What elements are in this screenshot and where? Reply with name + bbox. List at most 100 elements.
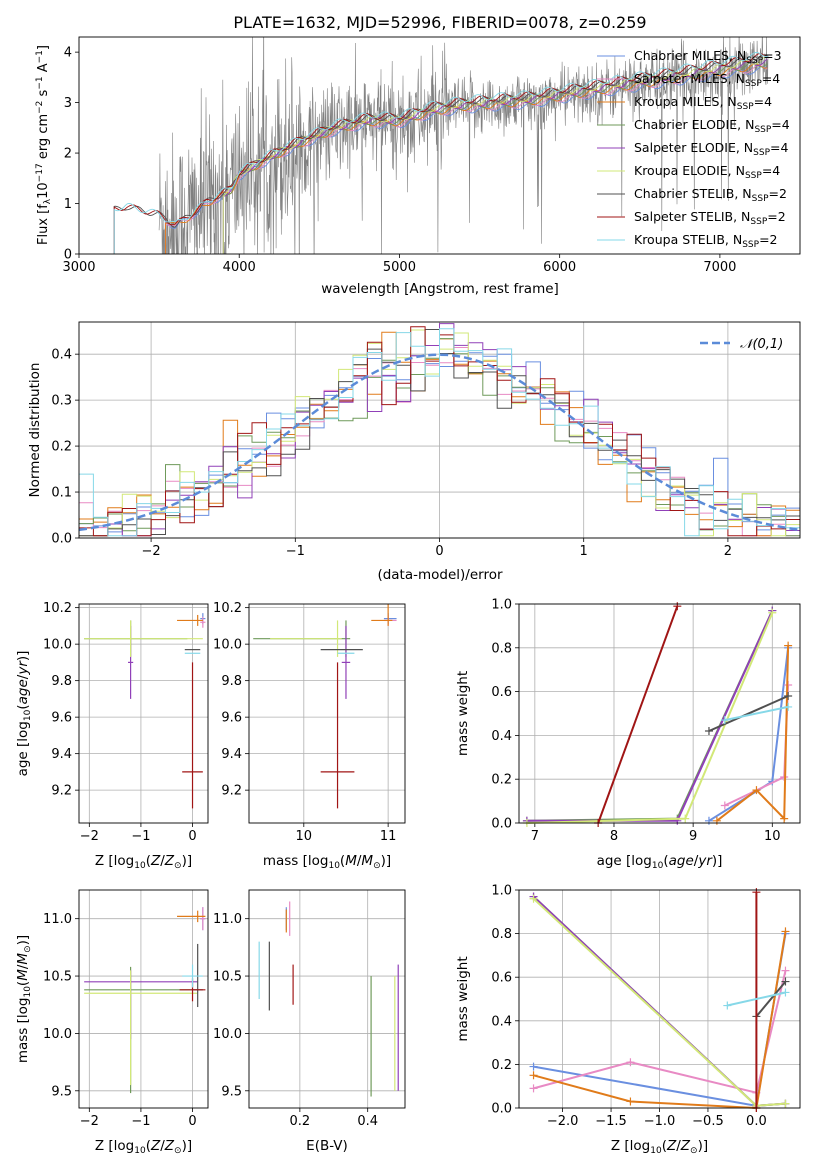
mass_weight_vs_age-marker-6-1 [784, 691, 793, 700]
mass_weight_vs_Z-ytick-label-3: 0.6 [491, 971, 512, 986]
spectrum-ytick-label-0: 0 [64, 248, 72, 263]
mass_weight_vs_age-ytick-label-4: 0.8 [491, 641, 512, 656]
mass_weight_vs_Z-line-6 [755, 980, 787, 1018]
age_vs_mass-xtick-label-1: 11 [380, 829, 397, 844]
age_vs_Z-xtick-label-0: −2 [80, 829, 99, 844]
residual-hist-8 [79, 328, 800, 537]
spectrum-ytick-label-1: 1 [64, 197, 72, 212]
age_vs_mass-xlabel: mass [log10(M/M⊙)] [263, 853, 391, 871]
age_vs_Z-xtick-label-2: 0 [188, 829, 196, 844]
mass_weight_vs_Z-marker-2-0 [529, 1071, 538, 1080]
mass_weight_vs_Z-marker-8-0 [723, 1001, 732, 1010]
age_vs_Z-points [84, 613, 206, 809]
age_vs_mass-points [253, 604, 397, 809]
spectrum-legend: Chabrier MILES, NSSP=3 Salpeter MILES, NS… [597, 48, 790, 250]
residuals-ytick-label-3: 0.3 [51, 394, 72, 409]
mass_vs_ebv-xtick-label-1: 0.4 [357, 1114, 378, 1129]
mass_vs_ebv-ytick-label-2: 10.5 [213, 970, 242, 985]
mass_weight_vs_Z-xtick-label-1: −1.5 [595, 1114, 627, 1129]
mass_weight_vs_Z-series [529, 888, 790, 1112]
mass_weight_vs_Z-marker-1-1 [626, 1058, 635, 1067]
mass_weight_vs_age-marker-6-0 [704, 727, 713, 736]
mass_weight_vs_Z-marker-2-1 [626, 1097, 635, 1106]
mass_weight_vs_age-ytick-label-1: 0.2 [491, 773, 512, 788]
spectrum-ytick-label-3: 3 [64, 96, 72, 111]
mass_weight_vs_age-ytick-label-3: 0.6 [491, 685, 512, 700]
age_vs_mass-ytick-label-5: 10.2 [213, 601, 242, 616]
age_vs_mass-ytick-label-2: 9.6 [221, 711, 242, 726]
mass_weight_vs_age-xtick-label-0: 7 [531, 829, 539, 844]
residuals-ytick-label-4: 0.4 [51, 348, 72, 363]
mass_weight_vs_age-line-7 [597, 605, 679, 824]
mass_vs_Z-ylabel: mass [log10(M/M⊙)] [15, 935, 33, 1063]
mass_weight_vs_age-marker-5-2 [768, 608, 777, 617]
mass_weight_vs_age-marker-7-1 [673, 602, 682, 611]
mass_weight_vs_age-line-2 [716, 645, 790, 822]
mass_weight_vs_age-line-6 [708, 695, 789, 732]
mass_weight_vs_Z-axes: −2.0 −1.5 −1.0 −0.5 0.0 0.0 0.2 0.4 0.6 0.8 1.0 [491, 884, 800, 1129]
mass_weight_vs_age-line-4 [526, 610, 774, 822]
mass_weight_vs_age-marker-8-0 [720, 716, 729, 725]
mass_weight_vs_Z-ytick-label-0: 0.0 [491, 1102, 512, 1117]
residuals-xtick-label-0: −2 [142, 544, 161, 559]
age_vs_mass-ytick-label-0: 9.2 [221, 784, 242, 799]
figure-title: PLATE=1632, MJD=52996, FIBERID=0078, z=0… [233, 13, 646, 32]
mass_vs_Z-xtick-label-2: 0 [188, 1114, 196, 1129]
residuals-ylabel: Normed distribution [27, 363, 43, 498]
age_vs_Z-axes: −2 −1 0 9.2 9.4 9.6 9.8 10.0 10.2 [43, 601, 208, 844]
residuals-ytick-label-0: 0.0 [51, 532, 72, 547]
residuals-xlabel: (data-model)/error [377, 567, 503, 583]
legend-label-7: Salpeter STELIB, NSSP=2 [634, 209, 786, 227]
spectrum-model-0 [165, 65, 768, 254]
mass_vs_Z-frame [78, 889, 209, 1109]
spectrum-ytick-label-2: 2 [64, 147, 72, 162]
spectrum-xtick-label-4: 7000 [703, 260, 736, 275]
mass_weight_vs_age-marker-1-0 [720, 801, 729, 810]
mass_weight_vs_Z-marker-1-3 [781, 966, 790, 975]
mass_vs_ebv-xlabel: E(B-V) [306, 1138, 348, 1154]
age_vs_Z-xtick-label-1: −1 [131, 829, 150, 844]
residuals-xtick-label-1: −1 [286, 544, 305, 559]
mass_weight_vs_Z-ytick-label-2: 0.4 [491, 1014, 512, 1029]
legend-label-4: Salpeter ELODIE, NSSP=4 [634, 140, 789, 158]
mass_weight_vs_Z-ytick-label-1: 0.2 [491, 1058, 512, 1073]
mass_weight_vs_age-ytick-label-5: 1.0 [491, 598, 512, 613]
mass_weight_vs_Z-marker-2-3 [781, 927, 790, 936]
residual-hists [79, 323, 800, 537]
mass_weight_vs_Z-marker-6-1 [781, 977, 790, 986]
mass_vs_Z-ytick-label-1: 10.0 [43, 1027, 72, 1042]
mass_weight_vs_age-marker-5-1 [681, 814, 690, 823]
mass_weight_vs_Z-marker-5-2 [781, 1099, 790, 1108]
mass_weight_vs_age-frame [518, 603, 801, 824]
residuals-frame [78, 321, 801, 539]
age_vs_mass-axes: 10 11 9.2 9.4 9.6 9.8 10.0 10.2 [213, 601, 405, 844]
mass_weight_vs_Z-marker-8-1 [781, 988, 790, 997]
mass_weight_vs_age-ytick-label-2: 0.4 [491, 729, 512, 744]
mass_weight_vs_age-ylabel: mass weight [455, 671, 471, 756]
legend-label-8: Kroupa STELIB, NSSP=2 [634, 232, 778, 250]
mass_vs_Z-ytick-label-3: 11.0 [43, 912, 72, 927]
mass_vs_Z-xtick-label-1: −1 [131, 1114, 150, 1129]
normal-curve [79, 353, 800, 532]
mass_vs_Z-ytick-label-0: 9.5 [51, 1084, 72, 1099]
age_vs_Z-ytick-label-5: 10.2 [43, 601, 72, 616]
legend-label-1: Salpeter MILES, NSSP=4 [634, 71, 780, 89]
mass_vs_Z-xlabel: Z [log10(Z/Z⊙)] [95, 1138, 192, 1156]
mass_weight_vs_age-marker-8-1 [784, 702, 793, 711]
legend-label-5: Kroupa ELODIE, NSSP=4 [634, 163, 780, 181]
age_vs_Z-frame [78, 603, 209, 824]
age_vs_Z-ytick-label-3: 9.8 [51, 674, 72, 689]
mass_weight_vs_age-marker-2-0 [712, 816, 721, 825]
mass_vs_ebv-axes: 0.2 0.4 9.5 10.0 10.5 11.0 [213, 890, 405, 1129]
mass_weight_vs_Z-xtick-label-4: 0.0 [746, 1114, 767, 1129]
mass_weight_vs_Z-line-1 [533, 970, 787, 1094]
residuals-xtick-label-3: 1 [580, 544, 588, 559]
normal-legend-label: 𝒩(0,1) [740, 337, 783, 352]
spectrum-xlabel: wavelength [Angstrom, rest frame] [321, 281, 559, 297]
mass_weight_vs_age-axes: 7 8 9 10 0.0 0.2 0.4 0.6 0.8 1.0 [491, 598, 800, 844]
age_vs_Z-ytick-label-4: 10.0 [43, 638, 72, 653]
mass_vs_Z-xtick-label-0: −2 [80, 1114, 99, 1129]
mass_weight_vs_Z-marker-5-0 [529, 894, 538, 903]
mass_weight_vs_Z-ytick-label-5: 1.0 [491, 884, 512, 899]
